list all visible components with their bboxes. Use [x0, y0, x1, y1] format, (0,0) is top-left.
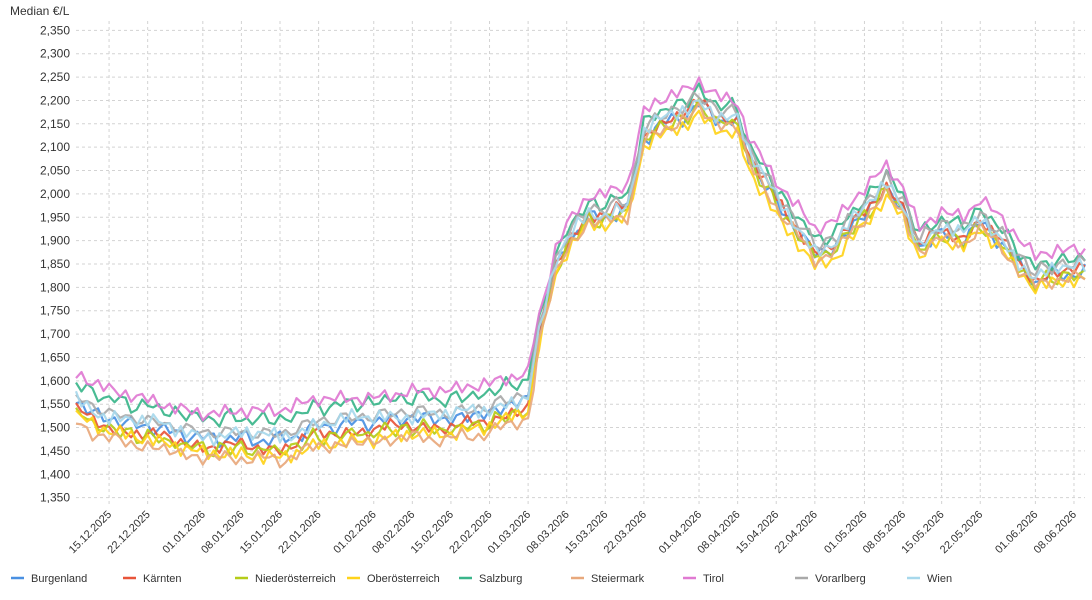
legend-label: Burgenland [31, 573, 87, 585]
y-tick-label: 1,700 [40, 327, 70, 341]
y-tick-label: 1,800 [40, 280, 70, 294]
y-tick-label: 2,150 [40, 117, 70, 131]
y-tick-label: 1,850 [40, 257, 70, 271]
y-tick-label: 2,050 [40, 164, 70, 178]
legend-label: Kärnten [143, 573, 182, 585]
legend-label: Niederösterreich [255, 573, 336, 585]
series-line-niederösterreich [75, 97, 1086, 458]
series-lines [74, 76, 1087, 469]
y-tick-label: 2,350 [40, 23, 70, 37]
y-tick-label: 1,450 [40, 444, 70, 458]
y-tick-label: 1,600 [40, 374, 70, 388]
series-line-salzburg [75, 82, 1086, 428]
x-gridlines [108, 21, 1075, 507]
legend-label: Oberösterreich [367, 573, 440, 585]
y-tick-label: 1,350 [40, 491, 70, 505]
series-line-kärnten [75, 98, 1086, 456]
legend: Burgenland Kärnten Niederösterreich Oberöst… [11, 573, 952, 585]
y-tick-label: 2,000 [40, 187, 70, 201]
legend-label: Salzburg [479, 573, 522, 585]
y-tick-label: 2,200 [40, 93, 70, 107]
y-tick-label: 1,500 [40, 421, 70, 435]
y-tick-label: 1,900 [40, 234, 70, 248]
y-tick-label: 1,400 [40, 467, 70, 481]
y-tick-label: 2,100 [40, 140, 70, 154]
legend-label: Steiermark [591, 573, 645, 585]
legend-label: Wien [927, 573, 952, 585]
legend-label: Vorarlberg [815, 573, 866, 585]
y-tick-label: 1,550 [40, 397, 70, 411]
series-line-vorarlberg [75, 91, 1086, 439]
y-tick-labels: 1,350 1,400 1,450 1,500 1,550 1,600 1,650 1,700… [40, 23, 70, 504]
series-line-oberösterreich [75, 109, 1086, 465]
y-tick-label: 1,650 [40, 350, 70, 364]
y-axis-label: Median €/L [10, 4, 70, 18]
y-tick-label: 1,950 [40, 210, 70, 224]
legend-label: Tirol [703, 573, 724, 585]
series-line-burgenland [75, 99, 1087, 449]
series-line-wien [74, 99, 1087, 447]
series-line-tirol [75, 76, 1086, 422]
y-tick-label: 2,300 [40, 47, 70, 61]
y-tick-label: 2,250 [40, 70, 70, 84]
series-line-steiermark [75, 102, 1086, 469]
y-tick-label: 1,750 [40, 304, 70, 318]
